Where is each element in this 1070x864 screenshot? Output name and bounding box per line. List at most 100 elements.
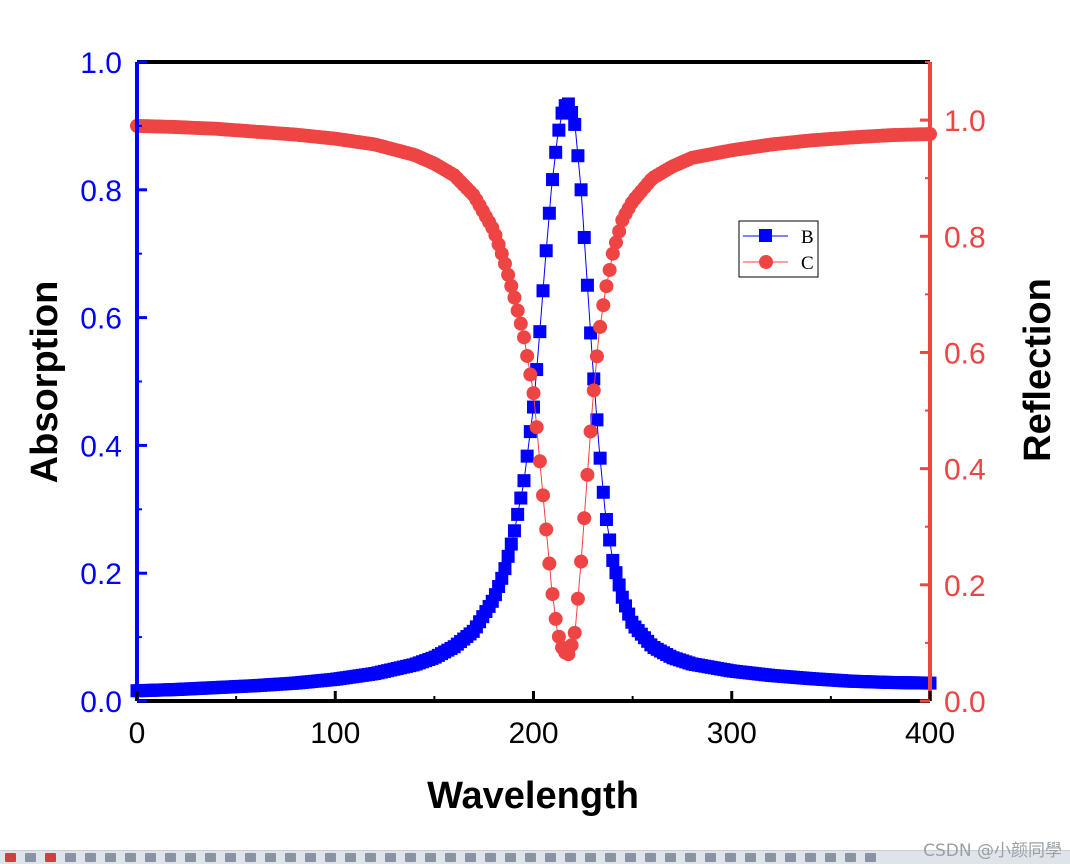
data-point [523, 367, 538, 382]
y-right-tick-label: 1.0 [944, 105, 986, 138]
data-point [583, 424, 598, 439]
toolbar-icon[interactable] [65, 853, 76, 862]
data-point [567, 625, 582, 640]
data-point [612, 578, 626, 592]
data-point [596, 485, 610, 499]
watermark: CSDN @小颜同學 [923, 841, 1062, 861]
data-point [504, 537, 518, 551]
data-point [577, 231, 591, 245]
toolbar-icon[interactable] [785, 853, 796, 862]
toolbar-icon[interactable] [625, 853, 636, 862]
y-left-axis-title: Absorption [24, 281, 66, 484]
data-point [586, 383, 601, 398]
data-point [511, 507, 525, 521]
data-point [574, 183, 588, 197]
data-point [565, 105, 579, 119]
y-right-tick-label: 0.6 [944, 337, 986, 370]
toolbar-icon[interactable] [305, 853, 316, 862]
toolbar-icon[interactable] [125, 853, 136, 862]
data-point [571, 149, 585, 163]
toolbar-icon[interactable] [725, 853, 736, 862]
data-point [574, 554, 589, 569]
toolbar-icon[interactable] [5, 853, 16, 862]
legend-marker-c [759, 255, 773, 269]
toolbar-icon[interactable] [365, 853, 376, 862]
toolbar-icon[interactable] [185, 853, 196, 862]
data-point [602, 262, 617, 277]
toolbar-icon[interactable] [345, 853, 356, 862]
toolbar-icon[interactable] [505, 853, 516, 862]
toolbar-icon[interactable] [385, 853, 396, 862]
toolbar-icon[interactable] [25, 853, 36, 862]
toolbar-icon[interactable] [825, 853, 836, 862]
data-point [593, 451, 607, 465]
toolbar-icon[interactable] [285, 853, 296, 862]
toolbar-icon[interactable] [585, 853, 596, 862]
y-left-tick-label: 0.2 [80, 558, 122, 591]
data-point [551, 629, 566, 644]
data-point [577, 511, 592, 526]
toolbar-icon[interactable] [485, 853, 496, 862]
toolbar-icon[interactable] [265, 853, 276, 862]
toolbar-icon[interactable] [545, 853, 556, 862]
data-point [593, 319, 608, 334]
data-point [608, 235, 623, 250]
y-right-tick-label: 0.4 [944, 454, 986, 487]
y-right-tick-label: 0.0 [944, 686, 986, 719]
y-left-tick-label: 0.0 [80, 686, 122, 719]
toolbar-icon[interactable] [865, 853, 876, 862]
data-point [527, 400, 540, 414]
toolbar-icon[interactable] [105, 853, 116, 862]
toolbar-icon[interactable] [845, 853, 856, 862]
toolbar-icon[interactable] [85, 853, 96, 862]
legend[interactable]: B C [738, 220, 819, 278]
toolbar-icon[interactable] [805, 853, 816, 862]
data-point [605, 246, 620, 261]
x-axis-title: Wavelength [427, 775, 639, 817]
toolbar-icon[interactable] [565, 853, 576, 862]
y-right-tick-label: 0.2 [944, 570, 986, 603]
toolbar-icon[interactable] [525, 853, 536, 862]
data-point [504, 278, 519, 293]
y-left-tick-label: 0.4 [80, 430, 122, 463]
data-point [516, 330, 531, 345]
toolbar-icon[interactable] [245, 853, 256, 862]
data-point [507, 290, 522, 305]
toolbar-icon[interactable] [325, 853, 336, 862]
data-point [542, 556, 557, 571]
data-point [599, 279, 614, 294]
data-point [599, 513, 613, 527]
x-tick-label: 400 [905, 717, 955, 750]
data-point [549, 145, 563, 159]
data-point [529, 420, 544, 435]
data-point [612, 224, 627, 239]
toolbar-icon[interactable] [205, 853, 216, 862]
data-point [532, 454, 547, 469]
plot-area [137, 62, 930, 701]
toolbar-icon[interactable] [145, 853, 156, 862]
toolbar-icon[interactable] [405, 853, 416, 862]
data-point [498, 562, 512, 576]
data-point [513, 316, 528, 331]
toolbar-icon[interactable] [645, 853, 656, 862]
series-C [130, 118, 937, 662]
data-point [539, 522, 554, 537]
toolbar-icon[interactable] [165, 853, 176, 862]
legend-label-c: C [801, 253, 814, 274]
toolbar-icon[interactable] [705, 853, 716, 862]
data-point [539, 244, 553, 258]
toolbar-icon[interactable] [745, 853, 756, 862]
toolbar-icon[interactable] [45, 853, 56, 862]
toolbar-icon[interactable] [465, 853, 476, 862]
toolbar-icon[interactable] [445, 853, 456, 862]
data-point [501, 267, 516, 282]
x-tick-label: 100 [310, 717, 360, 750]
data-point [501, 549, 515, 563]
toolbar-icon[interactable] [225, 853, 236, 862]
toolbar-icon[interactable] [605, 853, 616, 862]
data-point [603, 533, 617, 547]
toolbar-icon[interactable] [685, 853, 696, 862]
toolbar-icon[interactable] [425, 853, 436, 862]
toolbar-icon[interactable] [665, 853, 676, 862]
toolbar-icon[interactable] [765, 853, 776, 862]
